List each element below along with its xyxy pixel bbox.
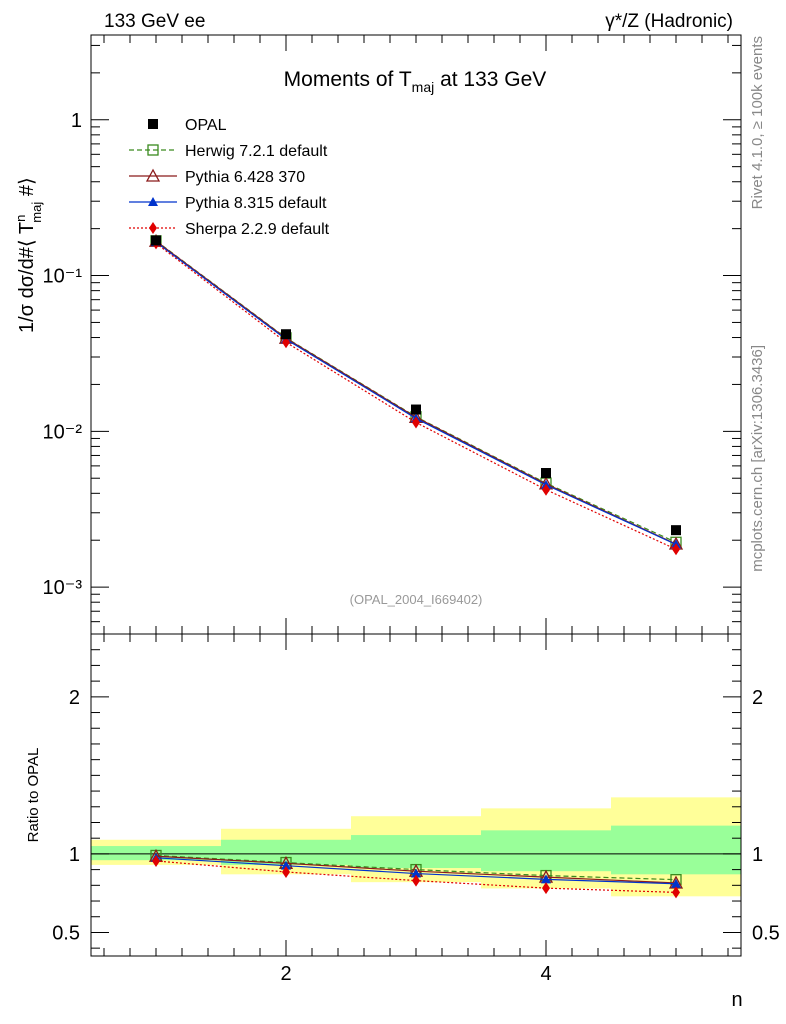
series-line [155, 242, 677, 550]
ratio-y-tick-label-right: 1 [752, 844, 763, 866]
ratio-y-tick-label-right: 2 [752, 687, 763, 709]
ratio-band-inner [611, 825, 741, 875]
ratio-y-axis-label: Ratio to OPAL [25, 748, 42, 843]
y-tick-label: 10⁻³ [43, 577, 83, 599]
ratio-series-layer [148, 848, 684, 899]
marker-open-square [147, 144, 159, 156]
marker-filled-diamond [542, 882, 550, 895]
legend-label: Herwig 7.2.1 default [185, 143, 328, 160]
y-tick-label: 1 [71, 110, 82, 132]
header-right: γ*/Z (Hadronic) [605, 11, 733, 32]
ratio-y-tick-label-right: 0.5 [752, 922, 780, 944]
legend-label: Sherpa 2.2.9 default [185, 221, 330, 238]
y-axis-label: 1/σ dσ/d#⟨ Tnmaj #⟩ [13, 177, 44, 333]
y-tick-label: 10⁻¹ [43, 266, 83, 288]
legend-label: Pythia 8.315 default [185, 195, 327, 212]
legend: OPAL Herwig 7.2.1 default Pythia 6.428 370… [129, 117, 330, 238]
marker-filled-diamond [149, 222, 157, 234]
marker-filled-square [411, 404, 421, 415]
marker-open-triangle [145, 168, 161, 182]
marker-filled-diamond [672, 886, 680, 899]
x-tick-label: 2 [280, 963, 291, 985]
marker-filled-diamond [282, 865, 290, 878]
marker-filled-square [281, 329, 291, 340]
series-line [155, 240, 677, 545]
marker-filled-diamond [542, 483, 550, 496]
marker-filled-square [148, 119, 158, 129]
plot-title: Moments of Tmaj at 133 GeV [284, 68, 547, 95]
marker-filled-triangle [281, 860, 291, 870]
ratio-y-tick-label-left: 1 [69, 844, 80, 866]
legend-label: Pythia 6.428 370 [185, 169, 305, 186]
x-axis-label: n [731, 989, 742, 1011]
ratio-y-tick-label-left: 2 [69, 687, 80, 709]
marker-filled-diamond [152, 854, 160, 867]
ratio-bands [91, 797, 741, 897]
marker-filled-diamond [672, 543, 680, 556]
header-left: 133 GeV ee [104, 11, 205, 32]
marker-filled-square [671, 525, 681, 536]
main-series-layer [148, 233, 684, 556]
ratio-axes: 2 4 0.5 0.5 1 1 2 2 [52, 35, 780, 985]
mcplots-label: mcplots.cern.ch [arXiv:1306.3436] [749, 345, 766, 572]
ratio-band-inner [481, 830, 611, 872]
marker-filled-triangle [671, 878, 681, 888]
series-line [155, 240, 677, 543]
legend-label: OPAL [185, 117, 227, 134]
ratio-band-inner [351, 835, 481, 869]
marker-filled-square [541, 468, 551, 479]
ratio-y-tick-label-left: 0.5 [52, 922, 80, 944]
marker-filled-triangle [411, 868, 421, 878]
y-tick-label: 10⁻² [43, 421, 83, 443]
marker-filled-diamond [412, 416, 420, 429]
analysis-id-label: (OPAL_2004_I669402) [350, 592, 483, 607]
marker-filled-diamond [282, 336, 290, 349]
marker-filled-diamond [412, 874, 420, 887]
marker-filled-square [151, 235, 161, 246]
rivet-version-label: Rivet 4.1.0, ≥ 100k events [749, 36, 766, 209]
main-axes: 10⁻³ 10⁻² 10⁻¹ 1 [43, 34, 742, 635]
marker-filled-triangle [541, 874, 551, 884]
series-line [155, 241, 677, 545]
ratio-frame [90, 633, 742, 957]
x-tick-label: 4 [540, 963, 551, 985]
marker-filled-triangle [148, 197, 158, 206]
